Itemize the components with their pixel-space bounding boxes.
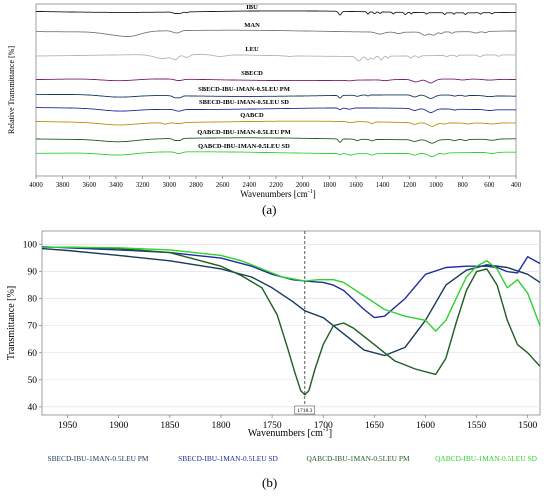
panel-b-series-line bbox=[42, 246, 541, 396]
panel-b-x-axis-label: Wavenumbers [cm-1] bbox=[248, 425, 332, 439]
panel-a-series-line bbox=[36, 29, 516, 37]
panel-a-caption: (a) bbox=[262, 202, 277, 217]
panel-b-x-tick-label: 1700 bbox=[314, 421, 333, 431]
panel-b-gridlines bbox=[42, 244, 540, 408]
panel-a-series-label: QABCD-IBU-1MAN-0.5LEU SD bbox=[198, 143, 290, 150]
panel-a-x-tick-label: 1800 bbox=[323, 182, 337, 189]
panel-a-x-tick-label: 1600 bbox=[349, 182, 363, 189]
panel-a-series-line bbox=[35, 78, 516, 84]
panel-b-x-tick-label: 1800 bbox=[211, 421, 230, 431]
panel-b-plot-frame bbox=[41, 230, 541, 416]
panel-b-y-tick-label: 40 bbox=[28, 403, 38, 413]
panel-a-x-ticks: 4000 3800 3600 3400 3200 3000 2800 2600 2400 2200… bbox=[29, 176, 522, 189]
panel-b-x-tick-label: 1950 bbox=[58, 421, 77, 431]
panel-a-series-line bbox=[36, 151, 516, 158]
panel-a-series-label: SBECD-IBU-1MAN-0.5LEU PM bbox=[198, 86, 290, 93]
panel-b-series-line bbox=[41, 246, 541, 319]
panel-b-y-ticks: 40 50 60 70 80 90 100 bbox=[23, 241, 42, 413]
panel-a-x-tick-label: 3200 bbox=[136, 182, 150, 189]
panel-b-x-tick-label: 1650 bbox=[365, 421, 384, 431]
panel-a-series-line bbox=[36, 10, 516, 16]
panel-a-series-label: QABCD bbox=[240, 112, 264, 119]
panel-b-marker-line: 1718.3 bbox=[294, 231, 316, 415]
panel-b-x-tick-label: 1550 bbox=[467, 421, 486, 431]
panel-a-x-tick-label: 2600 bbox=[216, 182, 230, 189]
panel-a-x-tick-label: 800 bbox=[458, 182, 469, 189]
panel-a-series-line bbox=[36, 137, 516, 144]
panel-a-series-group bbox=[35, 10, 517, 158]
panel-a-series-line bbox=[36, 54, 516, 62]
panel-a-series-label: SBECD bbox=[241, 70, 263, 77]
panel-b-legend-entry: SBECD-IBU-1MAN-0.5LEU SD bbox=[178, 454, 278, 463]
panel-b-series-group bbox=[41, 246, 541, 396]
panel-a-x-tick-label: 3800 bbox=[56, 182, 70, 189]
panel-b-x-tick-label: 1600 bbox=[416, 421, 435, 431]
panel-b-y-axis-label: Transmittance [%] bbox=[6, 286, 17, 360]
panel-b-legend: SBECD-IBU-1MAN-0.5LEU PM SBECD-IBU-1MAN-0… bbox=[47, 454, 537, 463]
panel-a-series-label: QABCD-IBU-1MAN-0.5LEU PM bbox=[197, 129, 291, 136]
panel-a-x-tick-label: 1200 bbox=[403, 182, 417, 189]
panel-a-x-tick-label: 1000 bbox=[429, 182, 443, 189]
panel-a-y-axis-label: Relative Transmittance [%] bbox=[7, 46, 16, 134]
panel-b-x-tick-label: 1850 bbox=[160, 421, 179, 431]
panel-b-y-tick-label: 50 bbox=[28, 376, 38, 386]
panel-a-plot-frame bbox=[35, 3, 517, 177]
panel-b-legend-entry: QABCD-IBU-1MAN-0.5LEU SD bbox=[435, 454, 537, 463]
panel-b-y-tick-label: 60 bbox=[28, 349, 38, 359]
panel-b: 1718.3 1950 1900 1850 1800 1750 1700 1650 1600 1… bbox=[6, 230, 541, 463]
panel-a-x-tick-label: 3400 bbox=[109, 182, 123, 189]
panel-b-caption: (b) bbox=[262, 475, 278, 490]
panel-a-series-line bbox=[36, 107, 516, 113]
panel-b-series-line bbox=[42, 246, 541, 332]
panel-a-x-tick-label: 2800 bbox=[189, 182, 203, 189]
panel-a-x-tick-label: 2200 bbox=[269, 182, 283, 189]
panel-b-y-tick-label: 90 bbox=[28, 268, 38, 278]
panel-b-marker-label-box bbox=[294, 405, 316, 415]
panel-a-x-tick-label: 3000 bbox=[163, 182, 177, 189]
panel-b-y-tick-label: 80 bbox=[28, 295, 38, 305]
panel-a-series-label: SBECD-IBU-1MAN-0.5LEU SD bbox=[199, 99, 289, 106]
panel-b-y-tick-label: 100 bbox=[23, 241, 38, 251]
panel-b-legend-entry: QABCD-IBU-1MAN-0.5LEU PM bbox=[306, 454, 409, 463]
panel-a-x-tick-label: 400 bbox=[511, 182, 522, 189]
panel-a-x-tick-label: 1400 bbox=[376, 182, 390, 189]
panel-b-marker-label: 1718.3 bbox=[297, 408, 312, 414]
panel-a-series-label: LEU bbox=[245, 46, 259, 53]
panel-a-x-axis-label: Wavenumbers [cm-1] bbox=[240, 189, 316, 199]
panel-b-x-ticks: 1950 1900 1850 1800 1750 1700 1650 1600 1550 1500 bbox=[58, 415, 537, 431]
panel-b-y-tick-label: 70 bbox=[28, 322, 38, 332]
panel-a-series-line bbox=[36, 120, 517, 127]
panel-a-x-tick-label: 2000 bbox=[296, 182, 310, 189]
panel-a-series-line bbox=[36, 94, 516, 99]
panel-a: IBU MAN LEU SBECD SBECD-IBU-1MAN-0.5LEU PM SB… bbox=[7, 3, 522, 199]
panel-b-legend-entry: SBECD-IBU-1MAN-0.5LEU PM bbox=[47, 454, 148, 463]
panel-b-x-tick-label: 1500 bbox=[518, 421, 537, 431]
panel-a-x-tick-label: 2400 bbox=[243, 182, 257, 189]
panel-a-x-tick-label: 4000 bbox=[29, 182, 43, 189]
panel-a-series-labels: IBU MAN LEU SBECD SBECD-IBU-1MAN-0.5LEU PM SB… bbox=[197, 4, 291, 150]
panel-a-series-label: MAN bbox=[244, 22, 260, 29]
panel-b-x-tick-label: 1900 bbox=[109, 421, 128, 431]
panel-a-x-tick-label: 600 bbox=[484, 182, 495, 189]
panel-a-series-label: IBU bbox=[246, 4, 258, 11]
panel-b-x-tick-label: 1750 bbox=[263, 421, 282, 431]
panel-a-x-tick-label: 3600 bbox=[83, 182, 97, 189]
